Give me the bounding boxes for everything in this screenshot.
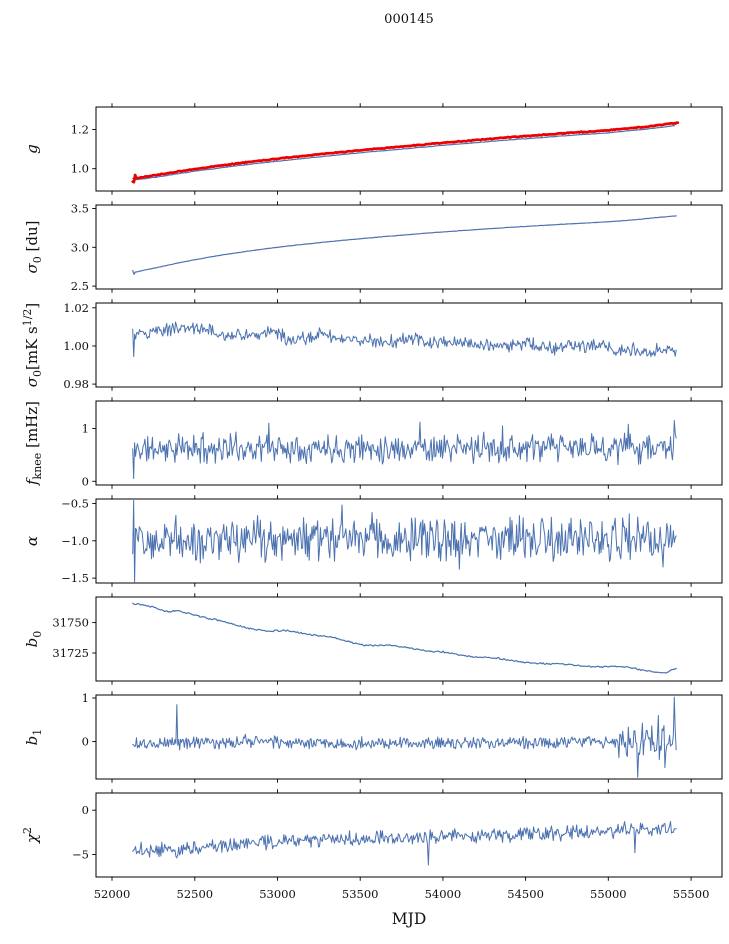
y-tick-label: −1.5 [61,571,89,585]
sigma0-mks-line [132,321,677,358]
panel-sigma0-mks: 0.98 1.00 1.02 σ0[mK s1/2] [21,299,723,391]
panel-b1: 0 1 b1 [23,691,723,783]
chi2-series-group [132,820,677,866]
g-ylabel: g [23,144,41,154]
y-tick-label: 2.5 [71,279,89,293]
panel-alpha: −1.5 −1.0 −0.5 α [23,495,723,587]
y-tick-label: 0 [82,735,89,749]
x-tick-label: 53500 [342,887,379,901]
y-tick-label: 1 [82,691,89,705]
x-tick-label: 52000 [94,887,131,901]
alpha-ylabel: α [23,536,41,546]
panel-g: 1.0 1.2 g [23,103,723,195]
y-tick-label: −1.0 [61,534,89,548]
panel-chi2: 52000 52500 53000 53500 54000 54500 55000 55500… [21,789,723,901]
y-tick-label: 3.0 [71,240,89,254]
sigma0-du-line [132,215,677,275]
y-tick-label: 0 [82,803,89,817]
sigma0-du-series-group [132,215,677,275]
g-axes-frame [95,106,723,192]
x-tick-label: 53000 [259,887,296,901]
b1-ylabel: b1 [23,729,44,746]
chi2-line [132,820,677,866]
b1-line [132,696,677,778]
y-tick-label: −0.5 [61,497,89,511]
y-tick-label: 31725 [52,646,89,660]
x-tick-label: 54500 [507,887,544,901]
panels-group: 1.0 1.2 g 2.5 3.0 3.5 σ0 [du] 0.98 1.00 1.02 σ0[mK… [21,103,723,901]
b0-ylabel: b0 [23,631,44,648]
b0-line [132,602,677,674]
y-tick-label: 0 [82,474,89,488]
y-tick-label: 1.02 [63,301,89,315]
b1-axes-frame [95,694,723,780]
chi2-ylabel: χ2 [21,827,41,844]
x-tick-label: 55500 [673,887,710,901]
chi2-axes-frame [95,792,723,878]
panel-sigma0-du: 2.5 3.0 3.5 σ0 [du] [23,201,723,293]
b0-axes-frame [95,596,723,682]
x-tick-label: 54000 [425,887,462,901]
gain-line [132,125,676,181]
figure-title: 000145 [384,12,434,27]
y-tick-label: 31750 [52,616,89,630]
sigma0-du-ylabel: σ0 [du] [23,221,44,274]
sigma0-mks-axes-frame [95,302,723,388]
sigma0-mks-series-group [132,321,677,358]
x-tick-label: 55000 [590,887,627,901]
panel-b0: 31725 31750 b0 [23,593,723,685]
g-series-group [131,121,680,184]
b1-series-group [132,696,677,778]
panel-fknee: 0 1 fknee [mHz] [23,397,723,489]
gain-fit-line [131,121,680,184]
y-tick-label: 1 [82,422,89,436]
y-tick-label: −5 [72,848,89,862]
y-tick-label: 3.5 [71,202,89,216]
y-tick-label: 1.00 [63,339,89,353]
x-axis-label: MJD [392,910,427,928]
y-tick-label: 1.0 [71,162,89,176]
alpha-series-group [132,499,677,583]
fknee-axes-frame [95,400,723,486]
b0-series-group [132,602,677,674]
sigma0-du-axes-frame [95,204,723,290]
y-tick-label: 1.2 [71,123,89,137]
alpha-line [132,499,677,583]
y-tick-label: 0.98 [63,377,89,391]
fknee-series-group [132,420,677,480]
sigma0-mks-ylabel: σ0[mK s1/2] [21,303,44,388]
fknee-ylabel: fknee [mHz] [23,401,44,486]
fknee-line [132,420,677,480]
x-tick-label: 52500 [177,887,214,901]
